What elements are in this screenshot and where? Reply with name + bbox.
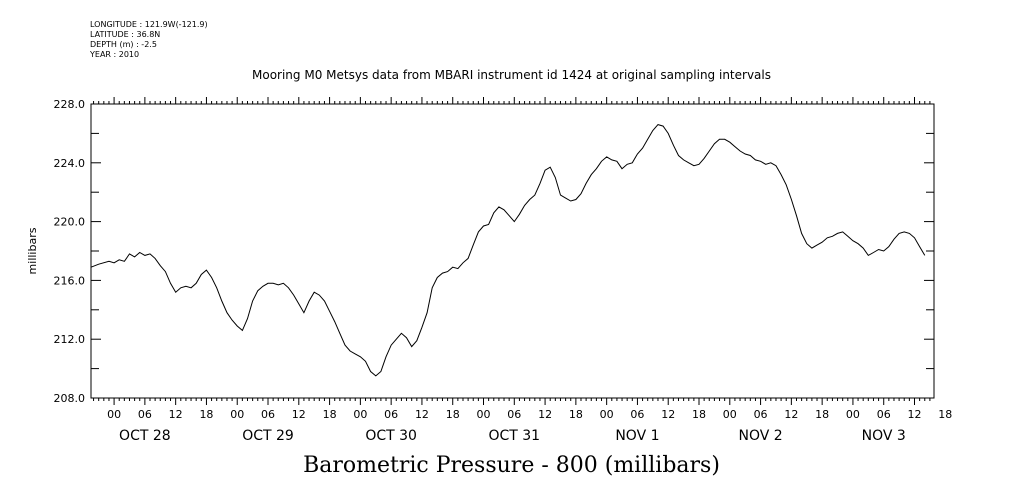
x-hour-label: 06 xyxy=(138,408,152,421)
depth-text: DEPTH (m) : -2.5 xyxy=(90,40,157,49)
y-tick-label: 220.0 xyxy=(54,216,86,229)
x-hour-label: 06 xyxy=(261,408,275,421)
y-tick-label: 216.0 xyxy=(54,274,86,287)
x-hour-label: 18 xyxy=(692,408,706,421)
x-hour-label: 18 xyxy=(815,408,829,421)
metadata-block: LONGITUDE : 121.9W(-121.9) LATITUDE : 36… xyxy=(90,20,208,60)
x-date-label: NOV 2 xyxy=(738,428,782,444)
latitude-text: LATITUDE : 36.8N xyxy=(90,30,161,39)
y-axis-label: millibars xyxy=(26,227,39,274)
x-date-label: OCT 30 xyxy=(365,428,417,444)
x-hour-label: 18 xyxy=(938,408,952,421)
x-date-label: OCT 29 xyxy=(242,428,294,444)
y-tick-label: 228.0 xyxy=(54,98,86,111)
x-hour-label: 12 xyxy=(784,408,798,421)
x-date-label: NOV 1 xyxy=(615,428,659,444)
x-hour-label: 12 xyxy=(908,408,922,421)
axis-ticks xyxy=(91,97,934,405)
x-hour-label: 00 xyxy=(230,408,244,421)
x-hour-label: 00 xyxy=(723,408,737,421)
x-hour-label: 12 xyxy=(169,408,183,421)
x-hour-label: 00 xyxy=(477,408,491,421)
axis-labels: 208.0 212.0 216.0 220.0 224.0 228.0 00 06 12 18 00… xyxy=(54,98,953,444)
x-date-label: OCT 28 xyxy=(119,428,171,444)
chart-title: Barometric Pressure - 800 (millibars) xyxy=(303,453,720,478)
x-hour-label: 06 xyxy=(507,408,521,421)
y-tick-label: 224.0 xyxy=(54,157,86,170)
series-line xyxy=(90,124,926,377)
x-hour-label: 18 xyxy=(199,408,213,421)
y-tick-label: 212.0 xyxy=(54,333,86,346)
year-text: YEAR : 2010 xyxy=(90,50,140,59)
x-hour-label: 12 xyxy=(538,408,552,421)
x-hour-label: 06 xyxy=(754,408,768,421)
x-hour-label: 12 xyxy=(661,408,675,421)
x-hour-label: 18 xyxy=(569,408,583,421)
x-hour-label: 00 xyxy=(353,408,367,421)
x-hour-label: 06 xyxy=(630,408,644,421)
plot-frame xyxy=(90,103,935,399)
chart-subtitle: Mooring M0 Metsys data from MBARI instru… xyxy=(252,68,771,82)
x-hour-label: 00 xyxy=(107,408,121,421)
longitude-text: LONGITUDE : 121.9W(-121.9) xyxy=(90,20,208,29)
x-hour-label: 06 xyxy=(384,408,398,421)
x-hour-label: 00 xyxy=(600,408,614,421)
x-hour-label: 12 xyxy=(415,408,429,421)
x-date-label: OCT 31 xyxy=(488,428,540,444)
x-hour-label: 12 xyxy=(292,408,306,421)
x-hour-label: 18 xyxy=(323,408,337,421)
x-date-label: NOV 3 xyxy=(862,428,906,444)
x-hour-label: 18 xyxy=(446,408,460,421)
x-hour-label: 00 xyxy=(846,408,860,421)
x-hour-label: 06 xyxy=(877,408,891,421)
y-tick-label: 208.0 xyxy=(54,392,86,405)
